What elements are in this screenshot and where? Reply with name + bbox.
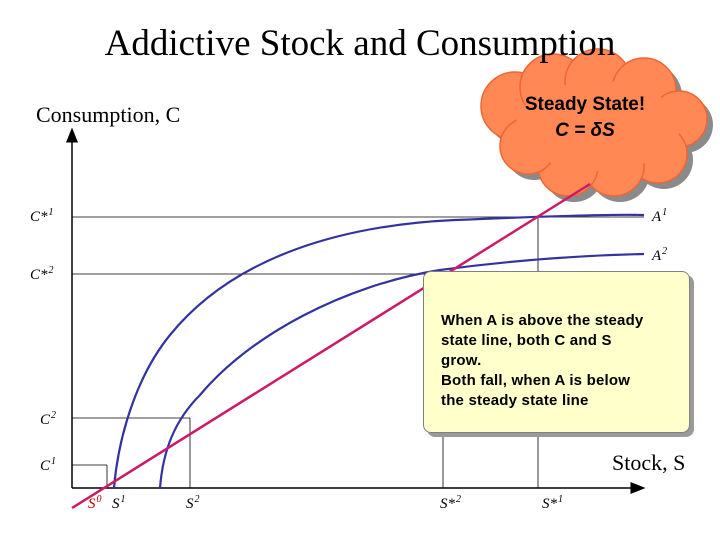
tick-s-2: S2 (186, 494, 200, 512)
tick-s-star-2: S*2 (440, 494, 461, 512)
x-axis-label: Stock, S (612, 450, 686, 475)
note-box (423, 271, 690, 433)
note-line-2: state line, both C and S (441, 332, 612, 349)
curve-a1 (112, 213, 645, 489)
tick-s-0: S0 (88, 494, 102, 512)
note-line-3: grow. (441, 352, 482, 369)
steady-state-line (71, 182, 591, 510)
label-a2: A2 (652, 246, 668, 264)
y-axis-label: Consumption, C (36, 102, 181, 127)
note-line-5: the steady state line (441, 392, 589, 409)
cloud-line-1: Steady State! (524, 94, 646, 115)
production-curves (112, 213, 645, 489)
cloud-core (516, 81, 680, 171)
note-line-1: When A is above the steady (441, 312, 644, 329)
curve-a2 (158, 252, 645, 489)
note-line-4: Both fall, when A is below (441, 372, 631, 389)
cloud-text: Steady State! C = δS (500, 92, 670, 144)
tick-s-star-1: S*1 (542, 494, 563, 512)
label-a1: A1 (652, 207, 668, 225)
tick-c-2: C2 (40, 410, 57, 428)
tick-c-star-1: C*1 (30, 207, 54, 225)
cloud-equation: C = δS (555, 120, 615, 141)
note-text: When A is above the steady state line, b… (441, 311, 691, 411)
page-title: Addictive Stock and Consumption (104, 23, 616, 64)
tick-c-1: C1 (40, 456, 57, 474)
tick-c-star-2: C*2 (30, 265, 54, 283)
tick-s-1: S1 (112, 494, 126, 512)
